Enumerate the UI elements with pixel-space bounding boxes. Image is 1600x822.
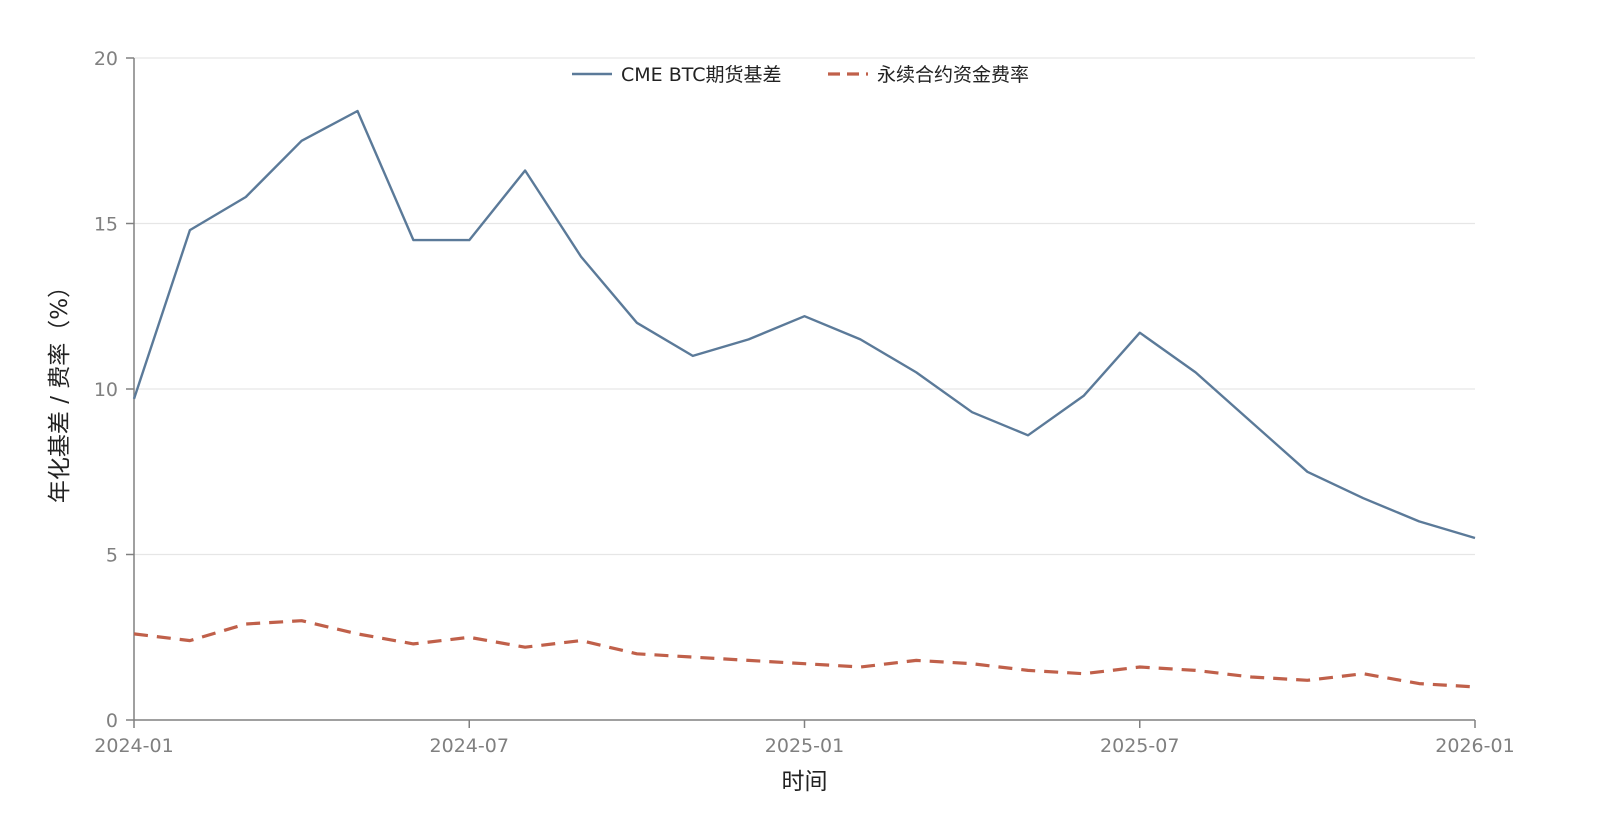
y-tick-label: 10	[94, 379, 118, 401]
y-axis-title: 年化基差 / 费率（%）	[47, 275, 73, 503]
x-tick-label: 2025-01	[765, 735, 844, 757]
series-lines	[132, 109, 1476, 689]
legend: CME BTC期货基差 永续合约资金费率	[572, 64, 1029, 86]
series-line-0	[132, 109, 1476, 540]
legend-label-1: 永续合约资金费率	[877, 64, 1029, 86]
x-axis-title: 时间	[782, 769, 828, 795]
x-tick-label: 2025-07	[1100, 735, 1179, 757]
y-tick-label: 5	[106, 545, 118, 567]
x-tick-label: 2024-01	[94, 735, 173, 757]
y-tick-label: 0	[106, 710, 118, 732]
series-line-1	[133, 619, 1476, 689]
grid-lines	[134, 57, 1475, 556]
legend-label-0: CME BTC期货基差	[621, 64, 782, 86]
x-tick-label: 2026-01	[1435, 735, 1514, 757]
y-tick-label: 20	[94, 48, 118, 70]
y-tick-label: 15	[94, 214, 118, 236]
axes: 0 5 10 15 20 2024-01 2024-07 2025-01 2025-07 2026…	[94, 48, 1515, 757]
x-tick-label: 2024-07	[430, 735, 509, 757]
